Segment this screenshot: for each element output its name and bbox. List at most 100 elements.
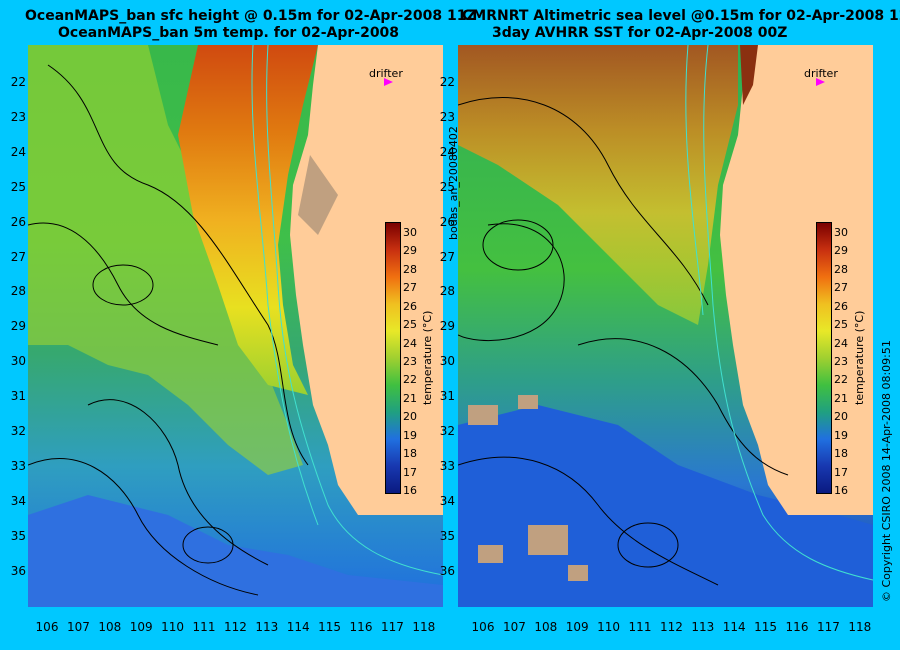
y-tick-label: 23 (439, 109, 455, 124)
y-tick-label: 28 (10, 284, 26, 299)
y-tick-label: 24 (439, 144, 455, 159)
x-tick-label: 114 (722, 620, 746, 634)
colorbar-tick-label: 23 (834, 355, 848, 368)
colorbar-tick-label: 21 (834, 391, 848, 405)
x-tick-label: 113 (255, 620, 279, 634)
colorbar-tick-label: 18 (403, 447, 417, 461)
colorbar-tick-label: 25 (834, 318, 848, 332)
x-tick-label: 106 (35, 620, 59, 634)
colorbar-tick-label: 19 (403, 428, 417, 442)
x-tick-label: 107 (66, 620, 90, 634)
y-tick-label: 28 (439, 284, 455, 299)
x-tick-label: 109 (129, 620, 153, 634)
x-tick-label: 116 (785, 620, 809, 634)
y-tick-label: 26 (10, 214, 26, 229)
x-tick-label: 106 (471, 620, 495, 634)
y-tick-label: 24 (10, 144, 26, 159)
y-tick-label: 35 (10, 528, 26, 543)
y-tick-label: 36 (10, 563, 26, 578)
x-tick-label: 118 (848, 620, 872, 634)
colorbar-tick-label: 25 (403, 318, 417, 332)
x-tick-label: 112 (223, 620, 247, 634)
x-tick-label: 118 (412, 620, 436, 634)
copyright-text: © Copyright CSIRO 2008 14-Apr-2008 08:09… (880, 340, 893, 602)
colorbar-tick-label: 26 (834, 299, 848, 313)
y-tick-label: 35 (439, 528, 455, 543)
right-colorbar-label: temperature (°C) (853, 310, 866, 405)
right-map-graphic (458, 45, 873, 607)
colorbar-tick-label: 16 (403, 484, 417, 497)
right-drifter-marker (816, 78, 825, 86)
colorbar-tick-label: 24 (403, 336, 417, 350)
colorbar-tick-label: 29 (403, 244, 417, 258)
right-title-line2: 3day AVHRR SST for 02-Apr-2008 00Z (492, 25, 788, 41)
y-tick-label: 31 (439, 389, 455, 404)
left-map-graphic (28, 45, 443, 607)
y-tick-label: 25 (439, 179, 455, 194)
y-tick-label: 27 (439, 249, 455, 264)
colorbar-tick-label: 24 (834, 336, 848, 350)
x-tick-label: 110 (597, 620, 621, 634)
colorbar-tick-label: 28 (834, 262, 848, 276)
x-tick-label: 110 (161, 620, 185, 634)
colorbar-tick-label: 22 (403, 373, 417, 387)
right-colorbar (816, 222, 832, 494)
x-tick-label: 116 (349, 620, 373, 634)
y-tick-label: 29 (10, 319, 26, 334)
right-drifter-label: drifter (804, 67, 838, 80)
x-tick-label: 108 (98, 620, 122, 634)
y-tick-label: 26 (439, 214, 455, 229)
x-tick-label: 111 (628, 620, 652, 634)
y-tick-label: 23 (10, 109, 26, 124)
left-colorbar (385, 222, 401, 494)
y-tick-label: 29 (439, 319, 455, 334)
colorbar-tick-label: 20 (834, 410, 848, 424)
y-tick-label: 25 (10, 179, 26, 194)
left-title-line1: OceanMAPS_ban sfc height @ 0.15m for 02-… (25, 8, 477, 24)
colorbar-tick-label: 28 (403, 262, 417, 276)
colorbar-tick-label: 22 (834, 373, 848, 387)
y-tick-label: 36 (439, 563, 455, 578)
y-tick-label: 34 (10, 493, 26, 508)
y-tick-label: 33 (10, 458, 26, 473)
x-tick-label: 112 (659, 620, 683, 634)
run-id-text: bodas_an_20080402 (447, 126, 460, 240)
y-tick-label: 22 (439, 75, 455, 89)
x-tick-label: 117 (816, 620, 840, 634)
x-tick-label: 114 (286, 620, 310, 634)
colorbar-tick-label: 17 (834, 465, 848, 479)
x-tick-label: 108 (534, 620, 558, 634)
y-tick-label: 30 (10, 354, 26, 369)
y-tick-label: 30 (439, 354, 455, 369)
x-tick-label: 107 (502, 620, 526, 634)
colorbar-tick-label: 30 (403, 226, 417, 239)
colorbar-tick-label: 18 (834, 447, 848, 461)
colorbar-tick-label: 27 (403, 281, 417, 295)
y-tick-label: 32 (10, 424, 26, 438)
left-title-line2: OceanMAPS_ban 5m temp. for 02-Apr-2008 (58, 25, 400, 41)
y-tick-label: 32 (439, 424, 455, 438)
right-map-panel (458, 45, 873, 607)
x-tick-label: 117 (380, 620, 404, 634)
colorbar-tick-label: 26 (403, 299, 417, 313)
right-title-line1: CMRNRT Altimetric sea level @0.15m for 0… (462, 8, 900, 24)
colorbar-tick-label: 19 (834, 428, 848, 442)
x-tick-label: 109 (565, 620, 589, 634)
colorbar-tick-label: 16 (834, 484, 848, 497)
y-tick-label: 22 (10, 75, 26, 89)
colorbar-tick-label: 17 (403, 465, 417, 479)
y-tick-label: 33 (439, 458, 455, 473)
colorbar-tick-label: 21 (403, 391, 417, 405)
y-tick-label: 27 (10, 249, 26, 264)
y-tick-label: 34 (439, 493, 455, 508)
left-map-panel (28, 45, 443, 607)
left-drifter-marker (384, 78, 393, 86)
y-tick-label: 31 (10, 389, 26, 404)
left-drifter-label: drifter (369, 67, 403, 80)
colorbar-tick-label: 23 (403, 355, 417, 368)
colorbar-tick-label: 29 (834, 244, 848, 258)
colorbar-tick-label: 27 (834, 281, 848, 295)
colorbar-tick-label: 20 (403, 410, 417, 424)
x-tick-label: 115 (754, 620, 778, 634)
x-tick-label: 111 (192, 620, 216, 634)
